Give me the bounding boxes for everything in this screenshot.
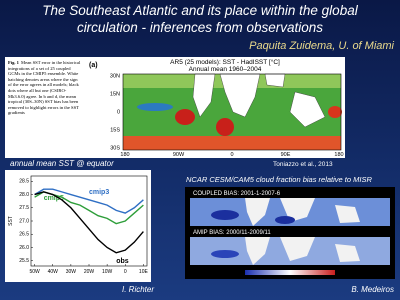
x-tick-label: 20W [84, 269, 95, 275]
x-tick-label: 10W [102, 269, 113, 275]
lat-label: 15S [110, 127, 120, 133]
panel-label: (a) [89, 62, 98, 69]
y-tick-label: 25.5 [19, 258, 29, 264]
series-label: cmip3 [89, 189, 109, 196]
map-frame [122, 73, 342, 151]
x-tick-label: 40W [48, 269, 59, 275]
lon-label: 0 [230, 152, 233, 158]
credit: Toniazzo et al., 2013 [273, 161, 333, 168]
x-tick-label: 10E [139, 269, 149, 275]
credit: I. Richter [122, 285, 155, 294]
lon-label: 90E [281, 152, 291, 158]
map-warm-bias [175, 109, 195, 125]
caption-text: Mean SST error in the historical integra… [8, 60, 81, 116]
bias-blob [211, 210, 239, 220]
y-tick-label: 28.0 [19, 192, 29, 198]
cloud-maps: COUPLED BIAS: 2001-1-2007-6 AMIP BIAS: 2… [185, 187, 395, 279]
panel-title: AMIP BIAS: 2000/11-2009/11 [193, 230, 271, 236]
caption: Fig. 1 Mean SST error in the historical i… [8, 60, 82, 116]
map-title: AR5 (25 models): SST - HadISST [°C] [170, 58, 280, 66]
chart-title: annual mean SST @ equator [10, 159, 114, 168]
map-warm-bias [216, 118, 234, 136]
colorbar [245, 270, 335, 275]
lon-label: 180 [334, 152, 343, 158]
y-tick-label: 26.5 [19, 232, 29, 238]
series-label: cmip5 [44, 195, 64, 202]
credit: B. Medeiros [351, 285, 394, 294]
map-land [192, 73, 326, 128]
land [245, 198, 360, 265]
map-band [123, 136, 341, 150]
series-line [34, 188, 144, 214]
lat-label: 30S [110, 145, 120, 151]
slide-title: The Southeast Atlantic and its place wit… [42, 3, 358, 35]
sst-error-figure: Fig. 1 Mean SST error in the historical i… [5, 57, 345, 158]
lat-label: 0 [117, 109, 120, 115]
y-tick-label: 26.0 [19, 245, 29, 251]
x-tick-label: 50W [29, 269, 40, 275]
series-line [34, 191, 144, 254]
sst-map: (a) AR5 (25 models): SST - HadISST [°C] … [89, 58, 344, 158]
lat-label: 15N [110, 91, 120, 97]
lon-labels: 180 90W 0 90E 180 [120, 152, 343, 158]
lon-label: 180 [120, 152, 129, 158]
map-cold-bias [137, 103, 173, 111]
bias-blob [275, 216, 295, 224]
y-tick-label: 27.5 [19, 205, 29, 211]
caption-label: Fig. 1 [8, 60, 19, 65]
x-tick-label: 0 [124, 269, 127, 275]
author: Paquita Zuidema, U. of Miami [249, 40, 394, 52]
y-tick-label: 27.0 [19, 218, 29, 224]
panel-title: COUPLED BIAS: 2001-1-2007-6 [193, 191, 281, 197]
map-warm-bias [328, 106, 342, 118]
map-subtitle: Annual mean 1960–2004 [189, 66, 262, 73]
series-label: obs [116, 258, 129, 265]
lat-label: 30N [110, 73, 120, 79]
y-axis-label: SST [8, 216, 14, 226]
bias-blob [211, 250, 239, 258]
x-tick-label: 30W [66, 269, 77, 275]
y-tick-label: 28.5 [19, 179, 29, 185]
lat-labels: 30N 15N 0 15S 30S [110, 73, 120, 151]
cloud-title: NCAR CESM/CAM5 cloud fraction bias relat… [186, 175, 372, 184]
lon-label: 90W [173, 152, 185, 158]
